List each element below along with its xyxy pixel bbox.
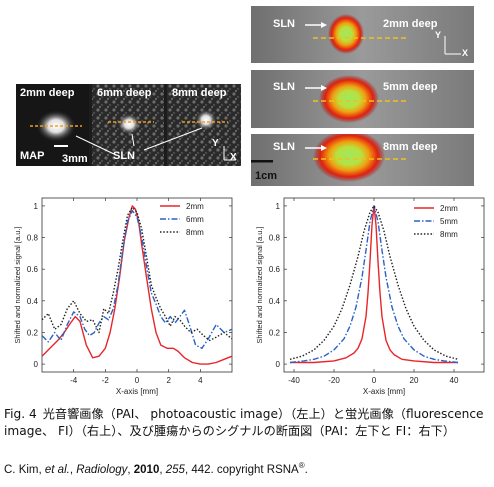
chart0-ytick-label: 1	[34, 202, 39, 211]
chart1-xtick-label: 0	[372, 376, 377, 385]
chart1-series-5mm	[289, 205, 459, 364]
chart0-legend-label: 2mm	[186, 202, 204, 211]
chart1-series-2mm	[290, 205, 458, 364]
pai-map-label: MAP	[20, 150, 45, 162]
chart0-xtick-label: 2	[166, 376, 171, 385]
fi-axis-y: Y	[435, 30, 442, 40]
chart0-ytick-label: 0	[34, 360, 39, 369]
chart1-xlabel: X-axis [mm]	[363, 387, 405, 396]
chart1-legend-label: 5mm	[440, 217, 458, 226]
chart0-ytick-label: 0.8	[27, 234, 39, 243]
chart1-legend-label: 8mm	[440, 230, 458, 239]
fi-sln-1: SLN	[273, 18, 295, 30]
chart0-xlabel: X-axis [mm]	[116, 387, 158, 396]
chart0-xtick-label: 4	[198, 376, 203, 385]
chart1-ytick-label: 0.8	[269, 234, 281, 243]
chart0-xtick-label: -2	[102, 376, 110, 385]
credit-sep-1: ,	[69, 463, 77, 476]
figure-label: Fig. 4	[4, 407, 37, 421]
fi-label-1: 2mm deep	[383, 18, 438, 30]
fi-sln-2: SLN	[273, 81, 295, 93]
chart1-xtick-label: 20	[410, 376, 419, 385]
fi-label-2: 5mm deep	[383, 81, 438, 93]
fi-image-3: SLN 8mm deep 1cm	[251, 134, 474, 186]
credit-end: .	[304, 463, 308, 476]
pai-sln-label: SLN	[113, 150, 135, 162]
chart0-xtick-label: -4	[70, 376, 78, 385]
chart0-legend-label: 8mm	[186, 228, 204, 237]
fi-scale-label: 1cm	[255, 170, 278, 182]
chart1-ylabel: Shifted and normalized signal [a.u.]	[255, 226, 264, 343]
fi-label-3: 8mm deep	[383, 141, 438, 153]
chart0-series-2mm	[42, 205, 232, 365]
credit-rest: , 442. copyright RSNA	[184, 463, 299, 476]
chart0-ylabel: Shifted and normalized signal [a.u.]	[13, 226, 22, 343]
chart1-ytick-label: 0.4	[269, 297, 281, 306]
chart0-xtick-label: 0	[135, 376, 140, 385]
figure-credit: C. Kim, et al., Radiology, 2010, 255, 44…	[4, 461, 308, 476]
pai-label-2: 6mm deep	[97, 87, 152, 99]
credit-author: C. Kim,	[4, 463, 45, 476]
chart0-legend-label: 6mm	[186, 215, 204, 224]
pai-profile-chart: -4 -2 0 2 4 0 0.2 0.4 0.6 0.8 1 X-axis [mm] Shifted …	[13, 197, 233, 396]
chart0-ytick-label: 0.2	[27, 328, 39, 337]
chart1-series-8mm	[289, 205, 459, 360]
chart1-legend-label: 2mm	[440, 204, 458, 213]
chart1-ytick-label: 0	[276, 360, 281, 369]
credit-reg: ®	[298, 461, 305, 470]
pai-image-svg	[16, 84, 241, 166]
pai-label-3: 8mm deep	[172, 87, 227, 99]
chart1-ytick-label: 1	[276, 202, 281, 211]
fi-image-2: SLN 5mm deep	[251, 70, 474, 128]
chart1-ytick-label: 0.2	[269, 328, 281, 337]
fi-profile-chart: -40 -20 0 20 40 0 0.2 0.4 0.6 0.8 1 X-axis [mm] Shif…	[255, 197, 485, 396]
credit-volume: 255	[165, 463, 185, 476]
pai-axis-y: Y	[212, 138, 219, 149]
pai-axis-x: X	[230, 152, 237, 163]
caption-text: 光音響画像（PAI、 photoacoustic image）（左上）と蛍光画像…	[4, 407, 484, 438]
fi-sln-3: SLN	[273, 141, 295, 153]
chart1-frame	[283, 197, 485, 373]
chart1-ytick-label: 0.6	[269, 265, 281, 274]
pai-label-1: 2mm deep	[20, 87, 75, 99]
chart1-xtick-label: -40	[288, 376, 300, 385]
credit-journal: Radiology	[76, 463, 128, 476]
pai-scale-label: 3mm	[62, 153, 88, 165]
chart0-ytick-label: 0.4	[27, 297, 39, 306]
chart0-series-8mm	[42, 206, 232, 342]
chart1-xtick-label: 40	[450, 376, 459, 385]
fi-image-1: SLN 2mm deep Y X	[251, 6, 474, 63]
credit-sep-3: ,	[159, 463, 166, 476]
figure-caption: Fig. 4 光音響画像（PAI、 photoacoustic image）（左上…	[4, 406, 492, 440]
fi-axis-x: X	[462, 48, 469, 58]
credit-sep-2: ,	[127, 463, 134, 476]
chart1-xtick-label: -20	[328, 376, 340, 385]
credit-year: 2010	[133, 463, 160, 476]
credit-et-al: et al.	[44, 463, 70, 476]
pai-image-strip: 2mm deep 6mm deep 8mm deep MAP 3mm SLN Y…	[16, 84, 241, 166]
chart0-ytick-label: 0.6	[27, 265, 39, 274]
